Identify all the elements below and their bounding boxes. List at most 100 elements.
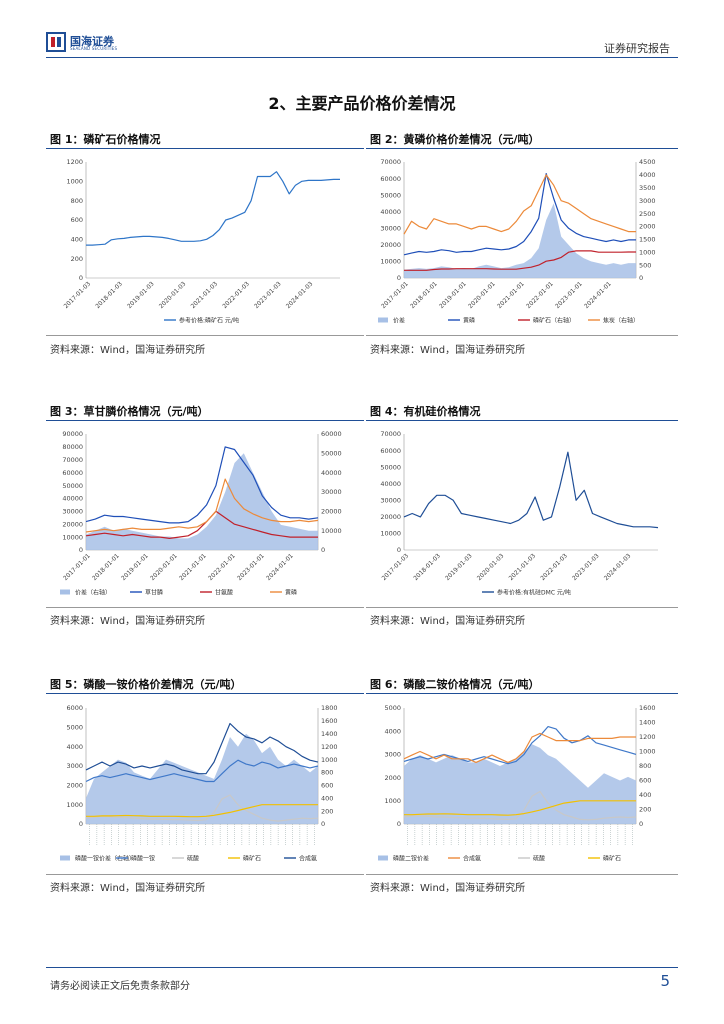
y-tick-label-right: 3500 xyxy=(639,184,656,192)
y-tick-label-left: 1000 xyxy=(384,797,401,805)
x-tick-label: 2022-01-01 xyxy=(525,280,555,310)
y-tick-label-left: 20000 xyxy=(62,520,83,528)
legend-swatch xyxy=(60,589,70,595)
figure-1-source-rule xyxy=(46,335,364,336)
figure-3-title: 图 3：草甘膦价格情况（元/吨） xyxy=(50,405,209,418)
figure-4-rule xyxy=(366,420,678,421)
x-tick-label: 2018-01-03 xyxy=(412,552,442,582)
y-tick-label-right: 1800 xyxy=(321,704,338,712)
y-tick-label-right: 0 xyxy=(321,820,325,828)
y-tick-label-left: 0 xyxy=(79,820,83,828)
y-tick-label-left: 10000 xyxy=(62,533,83,541)
y-tick-label-left: 40000 xyxy=(62,495,83,503)
footer-disclaimer: 请务必阅读正文后免责条款部分 xyxy=(50,981,190,992)
legend-label: 草甘膦 xyxy=(145,589,163,597)
figure-5-source: 资料来源：Wind，国海证券研究所 xyxy=(50,883,206,894)
series-line-1 xyxy=(85,446,319,524)
x-tick-label: 2020-01-01 xyxy=(149,552,179,582)
x-tick-label: 2017-01-01 xyxy=(62,552,92,582)
series-area-0 xyxy=(404,203,636,278)
figure-5-source-rule xyxy=(46,874,364,875)
x-tick-label: 2024-01-03 xyxy=(603,552,633,582)
y-tick-label-right: 1000 xyxy=(639,248,656,256)
y-tick-label-right: 3000 xyxy=(639,197,656,205)
series-area-0 xyxy=(86,733,318,824)
figure-1-rule xyxy=(46,148,364,149)
brand-logo-icon xyxy=(46,32,66,52)
y-tick-label-left: 40000 xyxy=(380,208,401,216)
y-tick-label-left: 1000 xyxy=(66,178,83,186)
series-line-4 xyxy=(404,800,636,816)
y-tick-label-right: 200 xyxy=(639,806,651,814)
y-tick-label-right: 600 xyxy=(639,777,651,785)
y-tick-label-right: 200 xyxy=(321,807,333,815)
figure-4-chart: 0 10000 20000 30000 40000 50000 60000 70000 2017… xyxy=(368,426,668,602)
x-tick-label: 2022-01-01 xyxy=(207,552,237,582)
y-tick-label-left: 60000 xyxy=(380,447,401,455)
figure-1-source: 资料来源：Wind，国海证券研究所 xyxy=(50,345,206,356)
y-tick-label-left: 90000 xyxy=(62,430,83,438)
series-line-2 xyxy=(85,510,318,539)
figure-6-chart: 0 1000 2000 3000 4000 5000 0 200 400 600 800 1000 12… xyxy=(368,700,668,868)
y-tick-label-left: 4000 xyxy=(384,727,401,735)
figure-3-source-rule xyxy=(46,607,364,608)
legend-label: 黄磷 xyxy=(285,589,297,597)
y-tick-label-right: 1200 xyxy=(321,743,338,751)
series-line-3 xyxy=(85,794,319,822)
y-tick-label-left: 400 xyxy=(71,236,83,244)
y-tick-label-left: 50000 xyxy=(380,191,401,199)
figure-2-source: 资料来源：Wind，国海证券研究所 xyxy=(370,345,526,356)
figure-4-source: 资料来源：Wind，国海证券研究所 xyxy=(370,616,526,627)
y-tick-label-left: 800 xyxy=(71,197,83,205)
y-tick-label-right: 1400 xyxy=(639,719,656,727)
y-tick-label-right: 10000 xyxy=(321,527,342,535)
y-tick-label-left: 30000 xyxy=(380,224,401,232)
figure-2-svg: 0 10000 20000 30000 40000 50000 60000 70000 0 500… xyxy=(378,158,656,325)
legend-label: 价差 xyxy=(393,317,405,325)
x-tick-label: 2021-01-03 xyxy=(508,552,538,582)
series-line-3 xyxy=(85,478,319,533)
x-tick-label: 2020-01-03 xyxy=(476,552,506,582)
figure-5-svg: 0 1000 2000 3000 4000 5000 6000 0 200 400 600 800 10… xyxy=(60,704,338,863)
series-line-1 xyxy=(403,173,636,256)
figure-6-source-rule xyxy=(366,874,678,875)
y-tick-label-right: 800 xyxy=(321,769,333,777)
x-tick-label: 2021-01-01 xyxy=(496,280,526,310)
series-line-4 xyxy=(86,804,318,818)
x-tick-label: 2019-01-03 xyxy=(126,280,156,310)
figure-1-chart: 0 200 400 600 800 1000 1200 2017-01-03 2018-01-0… xyxy=(50,154,350,330)
x-tick-label: 2024-01-01 xyxy=(583,280,613,310)
y-tick-label-left: 5000 xyxy=(384,704,401,712)
legend-label: 合成氨 xyxy=(299,855,317,863)
series-area-0 xyxy=(404,744,636,824)
y-tick-label-right: 4500 xyxy=(639,158,656,166)
y-tick-label-left: 0 xyxy=(79,274,83,282)
figure-6-title: 图 6：磷酸二铵价格情况（元/吨） xyxy=(370,678,540,691)
legend-label: 磷矿石 xyxy=(603,855,621,863)
page-number: 5 xyxy=(660,972,670,990)
legend-label: 硫酸 xyxy=(187,855,199,863)
series-line-3 xyxy=(403,174,636,235)
y-tick-label-left: 1000 xyxy=(66,801,83,809)
y-tick-label-left: 0 xyxy=(79,546,83,554)
x-tick-label: 2022-01-03 xyxy=(539,552,569,582)
series-line-1 xyxy=(85,759,319,783)
brand-name-en: SEALAND SECURITIES xyxy=(70,46,118,51)
y-tick-label-left: 4000 xyxy=(66,743,83,751)
y-tick-label-left: 10000 xyxy=(380,258,401,266)
y-tick-label-left: 20000 xyxy=(380,513,401,521)
figure-1-title: 图 1：磷矿石价格情况 xyxy=(50,133,161,146)
y-tick-label-right: 4000 xyxy=(639,171,656,179)
y-tick-label-left: 1200 xyxy=(66,158,83,166)
brand-name: 国海证券 xyxy=(70,35,114,48)
x-tick-label: 2018-01-01 xyxy=(91,552,121,582)
figure-5-title: 图 5：磷酸一铵价格价差情况（元/吨） xyxy=(50,678,242,691)
series-line-1 xyxy=(403,726,637,765)
footer-divider xyxy=(46,967,678,968)
x-tick-label: 2017-01-01 xyxy=(380,280,410,310)
header-divider xyxy=(46,57,678,58)
y-tick-label-right: 1200 xyxy=(639,733,656,741)
report-type: 证券研究报告 xyxy=(604,42,670,55)
x-tick-label: 2024-01-01 xyxy=(265,552,295,582)
y-tick-label-right: 1000 xyxy=(321,756,338,764)
